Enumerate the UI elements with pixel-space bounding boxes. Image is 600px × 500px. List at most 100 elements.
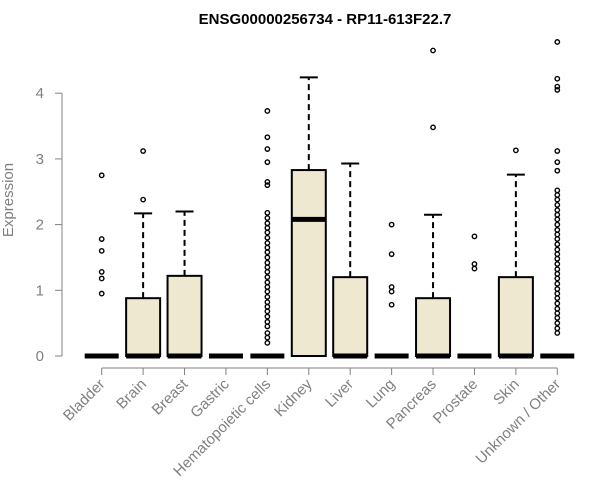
outlier-point <box>264 220 271 227</box>
outlier-point <box>554 159 561 166</box>
chart-title: ENSG00000256734 - RP11-613F22.7 <box>199 11 452 28</box>
outlier-point <box>264 224 271 231</box>
box-body <box>415 297 452 357</box>
outlier-point <box>388 301 395 308</box>
outlier-point <box>264 323 271 330</box>
box-body <box>497 276 534 357</box>
outlier-point <box>264 284 271 290</box>
outlier-point <box>554 148 561 154</box>
outlier-point <box>430 47 436 54</box>
x-tick-label: Breast <box>149 375 192 418</box>
outlier-point <box>554 280 561 287</box>
outlier-point <box>554 295 561 302</box>
outlier-point <box>554 255 561 262</box>
outlier-point <box>98 275 105 282</box>
outlier-point <box>98 172 105 179</box>
outlier-point <box>554 75 561 82</box>
x-tick-label: Brain <box>113 376 150 413</box>
outlier-point <box>388 221 395 228</box>
y-tick-label: 4 <box>36 85 44 102</box>
outlier-point <box>264 244 271 251</box>
outlier-point <box>554 310 561 317</box>
y-tick-label: 3 <box>36 151 44 168</box>
outlier-point <box>264 159 271 166</box>
box-liver <box>332 162 369 359</box>
outlier-point <box>430 124 436 131</box>
box-pancreas <box>415 47 452 359</box>
outlier-point <box>554 261 561 267</box>
outlier-point <box>140 196 147 203</box>
outlier-point <box>264 240 271 246</box>
outlier-point <box>264 303 271 310</box>
outlier-point <box>554 216 561 223</box>
outlier-point <box>264 308 271 315</box>
outlier-point <box>471 261 478 267</box>
outlier-point <box>264 182 271 189</box>
outlier-point <box>554 246 561 253</box>
outlier-point <box>140 148 147 154</box>
outlier-point <box>554 286 561 292</box>
outlier-point <box>264 234 271 241</box>
outlier-point <box>264 178 271 185</box>
outlier-point <box>554 270 561 277</box>
y-tick-label: 1 <box>36 282 44 299</box>
box-body <box>290 169 327 357</box>
outlier-point <box>554 305 561 312</box>
outlier-point <box>264 108 271 114</box>
box-skin <box>497 147 534 359</box>
outlier-point <box>554 320 561 327</box>
outlier-point <box>264 279 271 286</box>
outlier-point <box>388 288 395 295</box>
outlier-point <box>264 146 271 152</box>
outlier-point <box>554 221 561 228</box>
box-hematopoietic-cells <box>250 108 285 359</box>
x-tick-label: Kidney <box>271 375 316 420</box>
outlier-point <box>554 196 561 203</box>
outlier-point <box>264 274 271 281</box>
outlier-point <box>264 259 271 266</box>
outlier-point <box>264 293 271 300</box>
outlier-point <box>264 334 271 341</box>
outlier-point <box>264 299 271 306</box>
outlier-point <box>98 269 105 275</box>
outlier-point <box>264 318 271 325</box>
box-unknown-other <box>540 39 575 359</box>
outlier-point <box>264 215 271 221</box>
outlier-point <box>264 229 271 236</box>
y-axis-label: Expression <box>0 163 17 237</box>
outlier-point <box>264 313 271 320</box>
y-tick-label: 0 <box>36 348 44 365</box>
x-tick-label: Prostate <box>430 376 482 428</box>
outlier-point <box>264 254 271 261</box>
box-series <box>84 39 575 359</box>
outlier-point <box>264 288 271 295</box>
outlier-point <box>471 233 478 240</box>
outlier-point <box>554 231 561 238</box>
outlier-point <box>554 167 561 174</box>
outlier-point <box>554 241 561 248</box>
outlier-point <box>554 207 561 214</box>
outlier-point <box>388 284 395 290</box>
box-brain <box>125 148 162 359</box>
outlier-point <box>554 325 561 332</box>
x-tick-label: Skin <box>490 376 523 409</box>
outlier-point <box>554 290 561 297</box>
outlier-point <box>554 83 561 90</box>
outlier-point <box>264 249 271 256</box>
outlier-point <box>554 314 561 321</box>
outlier-point <box>554 275 561 282</box>
outlier-point <box>264 269 271 275</box>
outlier-point <box>98 247 105 254</box>
outlier-point <box>554 192 561 198</box>
y-tick-label: 2 <box>36 217 44 234</box>
outlier-point <box>554 226 561 233</box>
outlier-point <box>264 264 271 271</box>
outlier-point <box>554 87 561 93</box>
outlier-point <box>512 147 519 154</box>
outlier-point <box>471 265 478 272</box>
outlier-point <box>554 187 561 194</box>
box-kidney <box>290 76 327 357</box>
box-breast <box>166 210 203 359</box>
outlier-point <box>554 39 561 45</box>
